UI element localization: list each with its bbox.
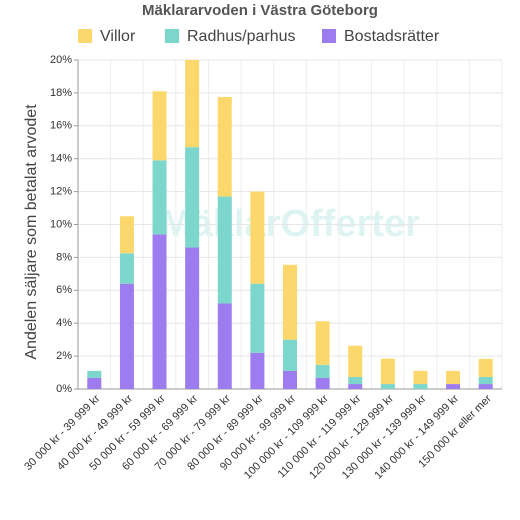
bar-segment xyxy=(283,339,297,371)
bar-segment xyxy=(250,191,265,284)
bar-segment xyxy=(87,370,102,378)
legend-swatch xyxy=(78,29,92,43)
bar-segment xyxy=(315,377,330,389)
bar-segment xyxy=(152,160,167,235)
legend-swatch xyxy=(165,29,179,43)
bar-segment xyxy=(119,283,134,389)
bar-segment xyxy=(478,358,493,377)
bar-segment xyxy=(87,377,102,389)
y-tick-label: 6% xyxy=(56,284,72,296)
bar-segment xyxy=(413,370,428,385)
y-tick-label: 20% xyxy=(50,54,72,66)
y-tick-label: 14% xyxy=(50,153,72,165)
chart-title: Mäklararvoden i Västra Göteborg xyxy=(142,2,378,19)
bar-segment xyxy=(478,376,493,385)
bar-segment xyxy=(217,303,232,389)
bar-segment xyxy=(185,247,200,389)
bar-segment xyxy=(283,264,297,340)
bar-segment xyxy=(348,345,363,377)
bar-segment xyxy=(446,370,461,385)
y-tick-label: 8% xyxy=(56,251,72,263)
legend-label: Bostadsrätter xyxy=(344,28,440,45)
y-tick-label: 2% xyxy=(56,350,72,362)
bar-segment xyxy=(250,352,265,389)
bar-segment xyxy=(152,91,167,161)
y-tick-label: 0% xyxy=(56,383,72,395)
bar-segment xyxy=(217,196,232,304)
legend-label: Villor xyxy=(100,28,136,45)
bar-segment xyxy=(119,216,134,254)
bar-segment xyxy=(283,370,297,389)
bar-segment xyxy=(380,358,395,385)
bar-segment xyxy=(217,97,232,197)
y-tick-label: 16% xyxy=(50,120,72,132)
bar-segment xyxy=(380,384,395,389)
y-tick-label: 18% xyxy=(50,87,72,99)
bar-segment xyxy=(413,384,428,389)
bar-segment xyxy=(348,376,363,385)
bar-segment xyxy=(185,60,200,148)
bar-segment xyxy=(478,384,493,389)
bar-segment xyxy=(119,253,134,284)
legend-swatch xyxy=(322,29,336,43)
y-tick-label: 4% xyxy=(56,317,72,329)
bar-segment xyxy=(315,321,330,365)
bar-segment xyxy=(185,147,200,248)
y-axis-label: Andelen säljare som betalat arvodet xyxy=(23,104,40,360)
bar-segment xyxy=(152,234,167,389)
y-tick-label: 10% xyxy=(50,218,72,230)
legend-label: Radhus/parhus xyxy=(187,28,296,45)
bar-segment xyxy=(315,364,330,378)
bar-segment xyxy=(348,384,363,389)
bar-segment xyxy=(446,384,461,389)
bar-segment xyxy=(250,283,265,353)
y-tick-label: 12% xyxy=(50,186,72,198)
